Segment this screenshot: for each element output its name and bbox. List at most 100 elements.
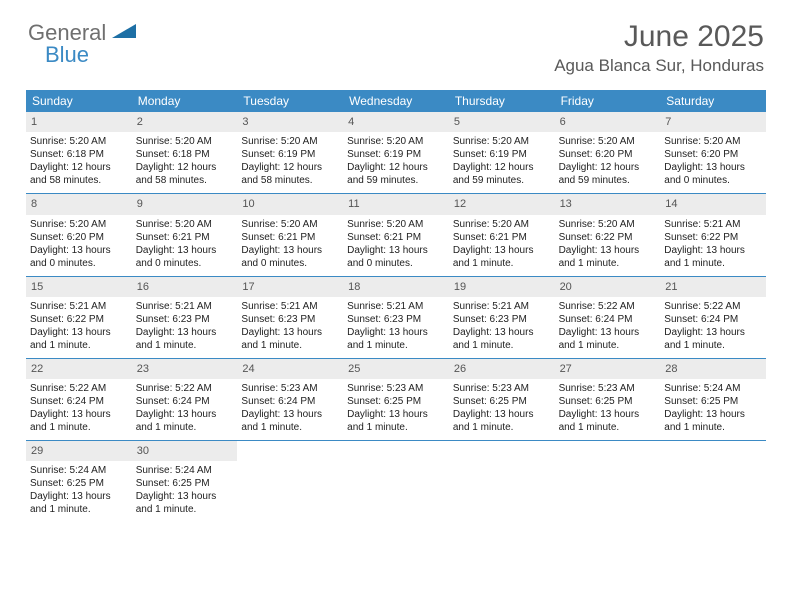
sunrise-text: Sunrise: 5:21 AM	[30, 300, 128, 313]
sunset-text: Sunset: 6:24 PM	[136, 395, 234, 408]
brand-logo: General Blue	[28, 20, 136, 46]
day-cell: 4Sunrise: 5:20 AMSunset: 6:19 PMDaylight…	[343, 112, 449, 193]
day-number: 22	[26, 359, 132, 379]
day-number: 1	[26, 112, 132, 132]
weekday-tuesday: Tuesday	[237, 90, 343, 112]
daylight-text: Daylight: 13 hours and 1 minute.	[559, 408, 657, 434]
day-cell: 10Sunrise: 5:20 AMSunset: 6:21 PMDayligh…	[237, 194, 343, 275]
day-cell: 28Sunrise: 5:24 AMSunset: 6:25 PMDayligh…	[660, 359, 766, 440]
sunrise-text: Sunrise: 5:22 AM	[30, 382, 128, 395]
sunrise-text: Sunrise: 5:24 AM	[30, 464, 128, 477]
day-cell: 5Sunrise: 5:20 AMSunset: 6:19 PMDaylight…	[449, 112, 555, 193]
day-cell: 16Sunrise: 5:21 AMSunset: 6:23 PMDayligh…	[132, 277, 238, 358]
day-number: 5	[449, 112, 555, 132]
daylight-text: Daylight: 13 hours and 1 minute.	[136, 326, 234, 352]
sunset-text: Sunset: 6:19 PM	[241, 148, 339, 161]
day-number: 8	[26, 194, 132, 214]
page-title: June 2025	[554, 20, 764, 54]
sunset-text: Sunset: 6:25 PM	[30, 477, 128, 490]
weekday-wednesday: Wednesday	[343, 90, 449, 112]
daylight-text: Daylight: 13 hours and 1 minute.	[30, 490, 128, 516]
daylight-text: Daylight: 13 hours and 0 minutes.	[30, 244, 128, 270]
sunset-text: Sunset: 6:19 PM	[453, 148, 551, 161]
sunrise-text: Sunrise: 5:20 AM	[664, 135, 762, 148]
day-cell: 3Sunrise: 5:20 AMSunset: 6:19 PMDaylight…	[237, 112, 343, 193]
sunset-text: Sunset: 6:25 PM	[559, 395, 657, 408]
daylight-text: Daylight: 13 hours and 0 minutes.	[241, 244, 339, 270]
daylight-text: Daylight: 13 hours and 1 minute.	[347, 326, 445, 352]
day-number: 6	[555, 112, 661, 132]
sunset-text: Sunset: 6:24 PM	[559, 313, 657, 326]
day-number: 24	[237, 359, 343, 379]
day-number: 25	[343, 359, 449, 379]
sunrise-text: Sunrise: 5:20 AM	[241, 135, 339, 148]
sunrise-text: Sunrise: 5:20 AM	[30, 218, 128, 231]
empty-cell	[555, 441, 661, 522]
daylight-text: Daylight: 12 hours and 58 minutes.	[30, 161, 128, 187]
day-number: 30	[132, 441, 238, 461]
daylight-text: Daylight: 13 hours and 0 minutes.	[136, 244, 234, 270]
weekday-thursday: Thursday	[449, 90, 555, 112]
title-block: June 2025 Agua Blanca Sur, Honduras	[554, 20, 764, 76]
day-number: 12	[449, 194, 555, 214]
sunrise-text: Sunrise: 5:23 AM	[241, 382, 339, 395]
day-number: 16	[132, 277, 238, 297]
day-cell: 15Sunrise: 5:21 AMSunset: 6:22 PMDayligh…	[26, 277, 132, 358]
day-number: 29	[26, 441, 132, 461]
day-cell: 7Sunrise: 5:20 AMSunset: 6:20 PMDaylight…	[660, 112, 766, 193]
sunset-text: Sunset: 6:25 PM	[136, 477, 234, 490]
calendar: SundayMondayTuesdayWednesdayThursdayFrid…	[26, 90, 766, 522]
sunrise-text: Sunrise: 5:24 AM	[664, 382, 762, 395]
sunrise-text: Sunrise: 5:20 AM	[347, 135, 445, 148]
sunset-text: Sunset: 6:22 PM	[664, 231, 762, 244]
day-number: 27	[555, 359, 661, 379]
week-row: 1Sunrise: 5:20 AMSunset: 6:18 PMDaylight…	[26, 112, 766, 194]
empty-cell	[237, 441, 343, 522]
day-number: 23	[132, 359, 238, 379]
daylight-text: Daylight: 13 hours and 1 minute.	[453, 244, 551, 270]
daylight-text: Daylight: 13 hours and 1 minute.	[347, 408, 445, 434]
daylight-text: Daylight: 13 hours and 1 minute.	[30, 408, 128, 434]
sunset-text: Sunset: 6:24 PM	[30, 395, 128, 408]
day-number: 21	[660, 277, 766, 297]
daylight-text: Daylight: 12 hours and 58 minutes.	[136, 161, 234, 187]
brand-part2: Blue	[45, 42, 89, 67]
sunrise-text: Sunrise: 5:20 AM	[136, 218, 234, 231]
day-number: 3	[237, 112, 343, 132]
daylight-text: Daylight: 13 hours and 1 minute.	[664, 244, 762, 270]
day-cell: 19Sunrise: 5:21 AMSunset: 6:23 PMDayligh…	[449, 277, 555, 358]
sunrise-text: Sunrise: 5:21 AM	[241, 300, 339, 313]
day-cell: 20Sunrise: 5:22 AMSunset: 6:24 PMDayligh…	[555, 277, 661, 358]
day-number: 14	[660, 194, 766, 214]
day-cell: 24Sunrise: 5:23 AMSunset: 6:24 PMDayligh…	[237, 359, 343, 440]
sunset-text: Sunset: 6:25 PM	[664, 395, 762, 408]
daylight-text: Daylight: 13 hours and 1 minute.	[30, 326, 128, 352]
sunrise-text: Sunrise: 5:21 AM	[347, 300, 445, 313]
daylight-text: Daylight: 13 hours and 1 minute.	[241, 408, 339, 434]
sunset-text: Sunset: 6:25 PM	[453, 395, 551, 408]
sunrise-text: Sunrise: 5:20 AM	[241, 218, 339, 231]
sunset-text: Sunset: 6:22 PM	[559, 231, 657, 244]
day-cell: 12Sunrise: 5:20 AMSunset: 6:21 PMDayligh…	[449, 194, 555, 275]
sunset-text: Sunset: 6:22 PM	[30, 313, 128, 326]
day-cell: 18Sunrise: 5:21 AMSunset: 6:23 PMDayligh…	[343, 277, 449, 358]
day-cell: 21Sunrise: 5:22 AMSunset: 6:24 PMDayligh…	[660, 277, 766, 358]
day-cell: 29 Sunrise: 5:24 AMSunset: 6:25 PMDayligh…	[26, 441, 132, 522]
sunset-text: Sunset: 6:20 PM	[30, 231, 128, 244]
empty-cell	[449, 441, 555, 522]
empty-cell	[343, 441, 449, 522]
day-cell: 13Sunrise: 5:20 AMSunset: 6:22 PMDayligh…	[555, 194, 661, 275]
sunrise-text: Sunrise: 5:20 AM	[559, 218, 657, 231]
weekday-sunday: Sunday	[26, 90, 132, 112]
daylight-text: Daylight: 13 hours and 1 minute.	[136, 408, 234, 434]
sunset-text: Sunset: 6:19 PM	[347, 148, 445, 161]
sunset-text: Sunset: 6:23 PM	[241, 313, 339, 326]
weekday-friday: Friday	[555, 90, 661, 112]
day-cell: 22 Sunrise: 5:22 AMSunset: 6:24 PMDayligh…	[26, 359, 132, 440]
daylight-text: Daylight: 13 hours and 0 minutes.	[347, 244, 445, 270]
day-cell: 25Sunrise: 5:23 AMSunset: 6:25 PMDayligh…	[343, 359, 449, 440]
daylight-text: Daylight: 12 hours and 59 minutes.	[347, 161, 445, 187]
sunset-text: Sunset: 6:23 PM	[347, 313, 445, 326]
daylight-text: Daylight: 12 hours and 59 minutes.	[453, 161, 551, 187]
daylight-text: Daylight: 13 hours and 1 minute.	[559, 326, 657, 352]
